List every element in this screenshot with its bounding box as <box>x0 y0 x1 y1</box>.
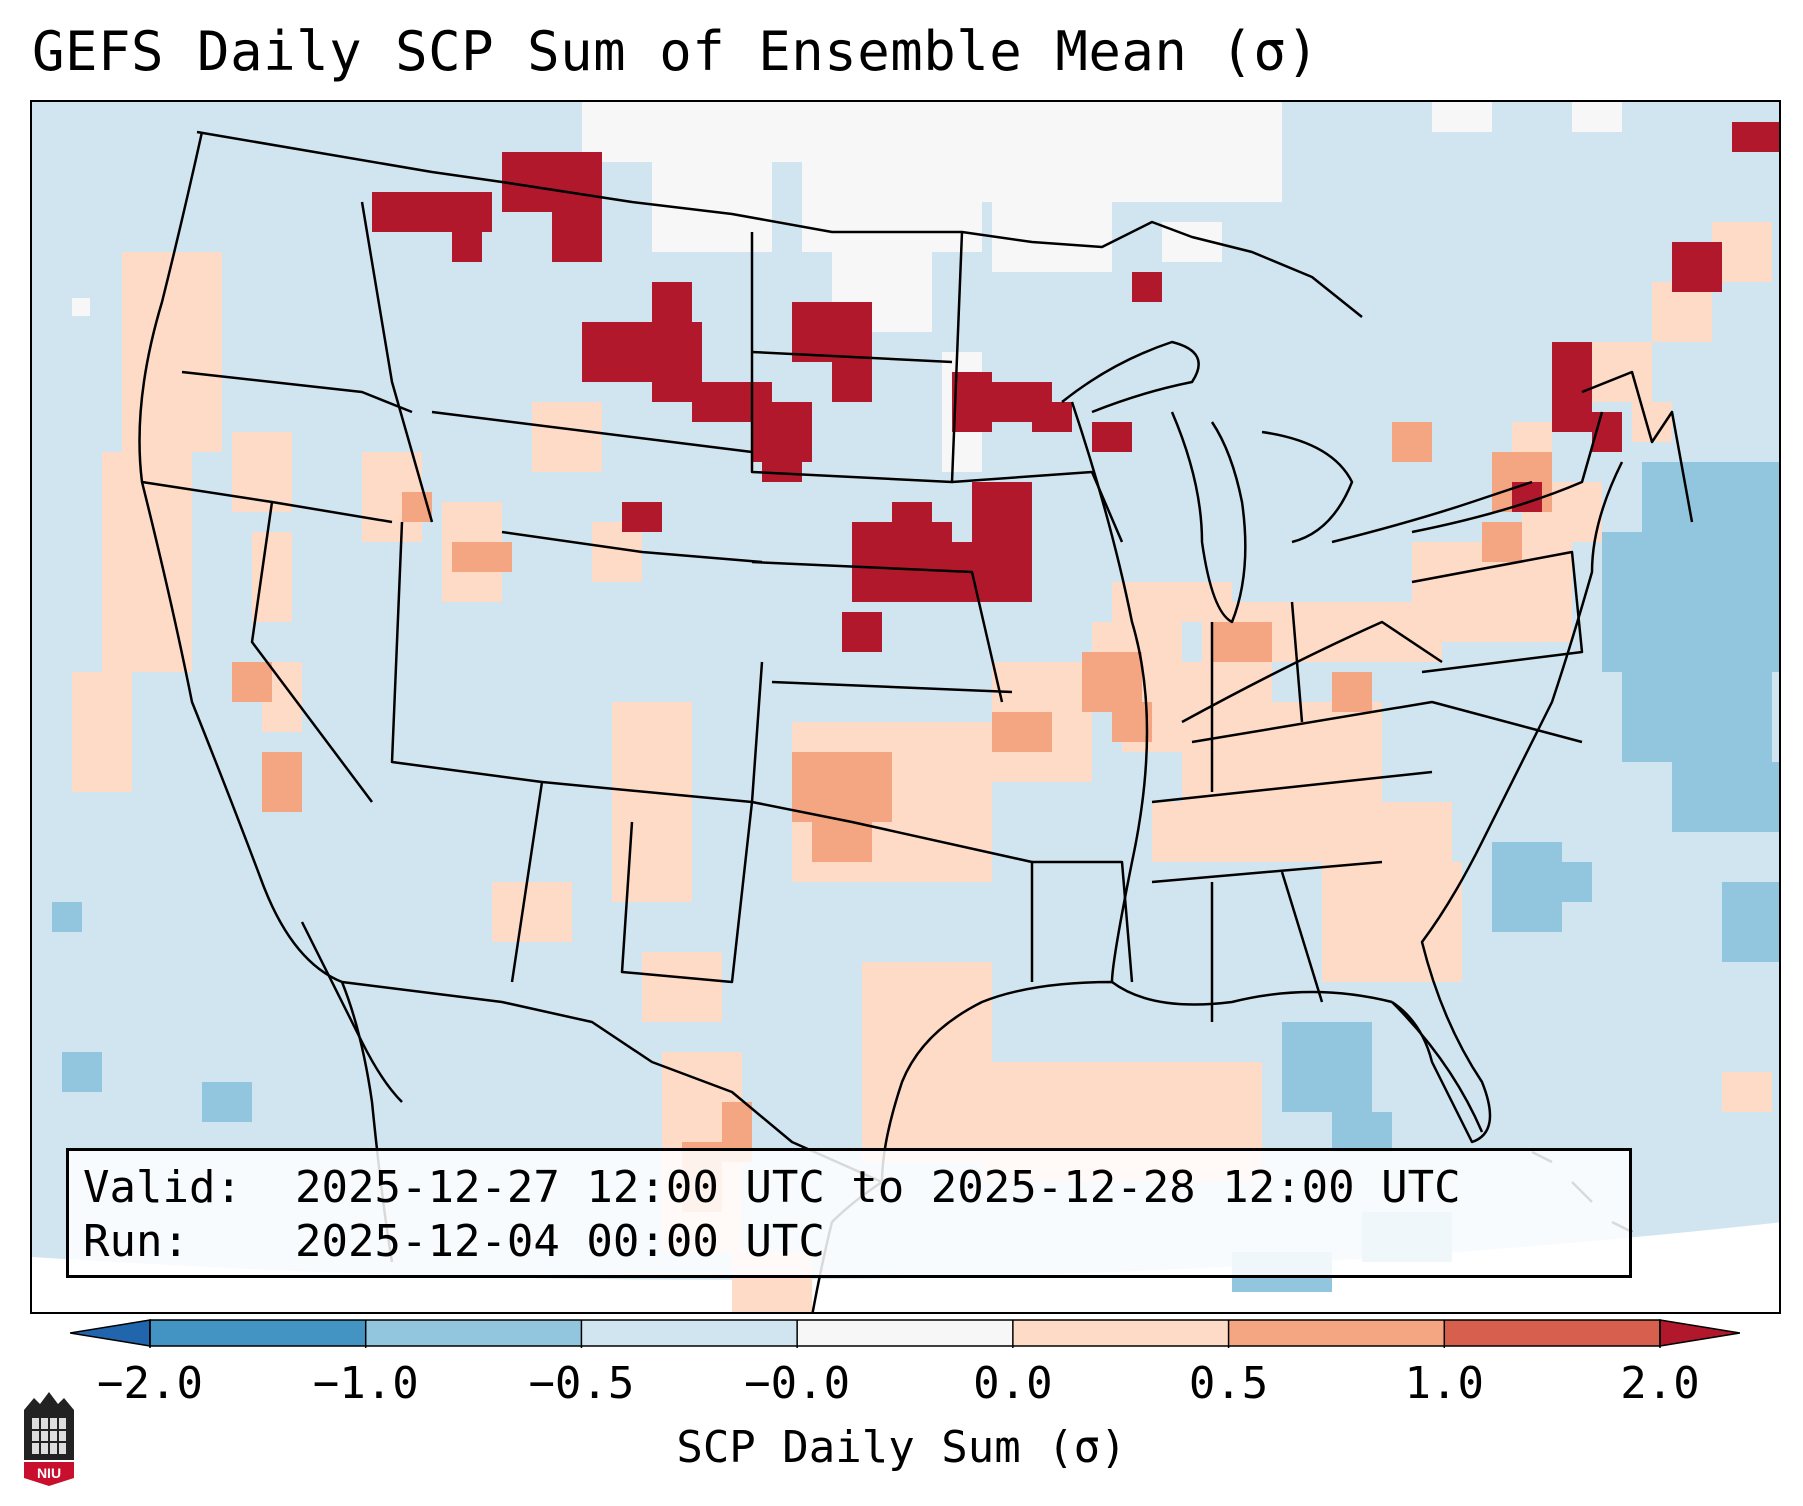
baja-peninsula <box>300 921 403 1103</box>
colorbar-tick-label: 2.0 <box>1620 1358 1700 1409</box>
state-line-nc-va <box>1191 700 1583 744</box>
colorbar-segment <box>797 1320 1014 1346</box>
pacific-coastline <box>138 131 394 1263</box>
colorbar <box>70 1319 1740 1348</box>
colorbar-segments <box>150 1320 1661 1346</box>
outside-domain-area <box>32 1222 1779 1312</box>
colorbar-segment <box>1228 1320 1445 1346</box>
mexico-border <box>341 980 883 1184</box>
state-line-mn-ia <box>951 470 1124 543</box>
map-boundaries <box>138 130 1694 1312</box>
state-line-ne-ks <box>751 560 1004 703</box>
colorbar-tick-label: 1.0 <box>1404 1358 1485 1409</box>
negative-patches <box>52 462 1779 1292</box>
canada-us-border <box>196 130 1363 318</box>
state-line-wy-co <box>501 530 763 564</box>
state-line-sd-nd <box>751 350 953 364</box>
state-line-mt-wy <box>431 410 753 454</box>
colorbar-segment <box>150 1320 367 1346</box>
state-line-tn-ky <box>1151 770 1433 804</box>
florida-peninsula <box>1391 1001 1484 1133</box>
great-lakes-superior <box>1061 340 1200 414</box>
colorbar-tick-label: 0.0 <box>973 1358 1053 1409</box>
map-canvas <box>32 102 1779 1312</box>
colorbar-segment <box>1012 1320 1230 1346</box>
state-line-ks-ok <box>771 680 1013 694</box>
great-lakes-erie-ontario <box>1331 480 1533 544</box>
great-lakes-michigan <box>1170 411 1247 624</box>
positive-light-patches <box>72 222 1772 1312</box>
colorbar-tick-label: −0.0 <box>744 1358 851 1409</box>
state-line-ok-tx <box>751 800 1034 982</box>
state-line-nm-tx <box>620 801 754 984</box>
chart-title: GEFS Daily SCP Sum of Ensemble Mean (σ) <box>32 20 1320 83</box>
state-line-ut <box>390 521 543 784</box>
validity-info-box: Valid: 2025-12-27 12:00 UTC to 2025-12-28… <box>66 1148 1632 1278</box>
colorbar-extend-high <box>1659 1319 1740 1347</box>
atlantic-coastline <box>1391 461 1624 1144</box>
colorbar-tick-label: −0.5 <box>528 1358 635 1409</box>
logo-text: NIU <box>37 1465 61 1481</box>
state-line-ar-la <box>1032 860 1134 983</box>
state-line-ny <box>1411 411 1604 534</box>
state-line-new-england <box>1581 370 1694 523</box>
state-line-tn-south <box>1151 860 1383 884</box>
colorbar-segment <box>1444 1320 1661 1346</box>
state-line-pa <box>1411 550 1584 674</box>
run-label: Run: <box>83 1216 189 1267</box>
colorbar-tick-label: 0.5 <box>1188 1358 1269 1409</box>
colorbar-label: SCP Daily Sum (σ) <box>676 1422 1127 1473</box>
run-value: 2025-12-04 00:00 UTC <box>295 1216 825 1267</box>
map-panel <box>30 100 1781 1314</box>
state-line-id <box>360 201 434 523</box>
colorbar-tick-label: −1.0 <box>312 1358 419 1409</box>
state-line-nv-ca <box>250 501 373 803</box>
colorbar-extend-low <box>70 1319 151 1347</box>
state-line-in-oh <box>1290 601 1304 723</box>
great-lakes-huron <box>1261 430 1354 544</box>
niu-university-logo-icon: NIU <box>24 1392 74 1486</box>
colorbar-segment <box>365 1320 582 1346</box>
state-line-wa-or <box>181 370 413 414</box>
run-row: Run: 2025-12-04 00:00 UTC <box>83 1215 1615 1269</box>
colorbar-segment <box>581 1320 798 1346</box>
state-line-al-ga <box>1280 871 1324 1003</box>
near-zero-patches <box>72 102 1622 472</box>
colorbar-tick-label: −2.0 <box>97 1358 203 1409</box>
state-line-az-nm <box>510 781 544 983</box>
valid-value: 2025-12-27 12:00 UTC to 2025-12-28 12:00… <box>295 1162 1461 1213</box>
valid-label: Valid: <box>83 1162 242 1213</box>
valid-row: Valid: 2025-12-27 12:00 UTC to 2025-12-28… <box>83 1161 1615 1215</box>
state-line-mississippi-river <box>1070 401 1149 983</box>
